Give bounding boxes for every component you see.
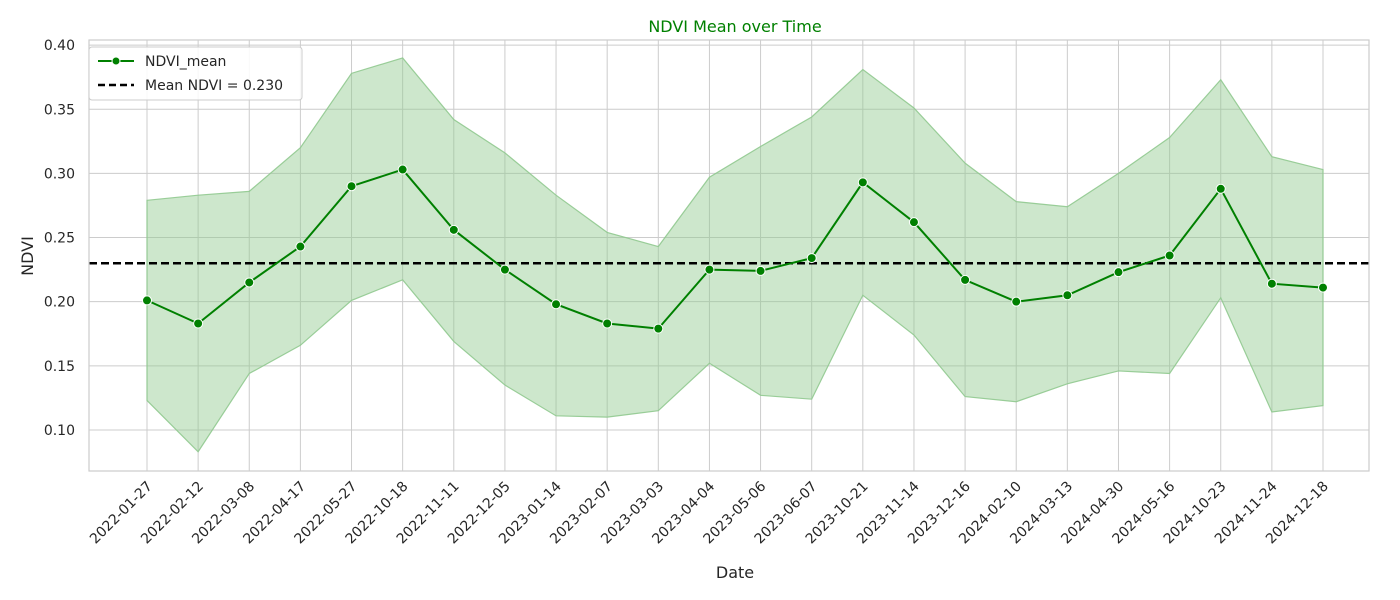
confidence-band [146,57,1324,453]
legend-label-mean-ndvi: Mean NDVI = 0.230 [145,78,283,94]
series-layer [142,164,1328,334]
legend: NDVI_mean Mean NDVI = 0.230 [88,46,303,101]
chart-title: NDVI Mean over Time [648,17,821,36]
data-point [755,265,766,276]
x-axis-title: Date [716,563,754,582]
data-point [1215,183,1226,194]
data-point [1113,267,1124,278]
data-point [1318,282,1328,293]
data-point [193,318,204,329]
data-point [857,177,868,188]
data-point [602,318,613,329]
data-point [142,295,152,306]
y-tick-label: 0.15 [44,359,75,375]
data-point [1062,290,1073,301]
data-point [1164,250,1175,261]
ndvi-mean-line [146,168,1324,330]
data-point [295,241,306,252]
data-point [1011,296,1022,307]
y-tick-label: 0.10 [44,423,75,439]
data-point [551,299,562,310]
data-point [806,253,817,264]
plot-frame [88,39,1370,472]
data-point [908,217,919,228]
axes [88,39,1370,472]
data-point [448,224,459,235]
confidence-band-area [146,57,1324,453]
data-point [346,181,357,192]
data-point [244,277,255,288]
data-point [960,274,971,285]
y-axis-title: NDVI [18,236,37,276]
data-point [653,323,664,334]
legend-marker-ndvi-mean [111,56,121,66]
data-point [499,264,510,275]
y-tick-label: 0.35 [44,102,75,118]
data-point [397,164,408,175]
y-tick-label: 0.20 [44,295,75,311]
data-point [704,264,715,275]
y-tick-label: 0.40 [44,38,75,54]
legend-box [88,46,303,101]
y-tick-label: 0.25 [44,231,75,247]
y-tick-label: 0.30 [44,166,75,182]
data-point [1266,278,1277,289]
legend-label-ndvi-mean: NDVI_mean [145,54,226,70]
